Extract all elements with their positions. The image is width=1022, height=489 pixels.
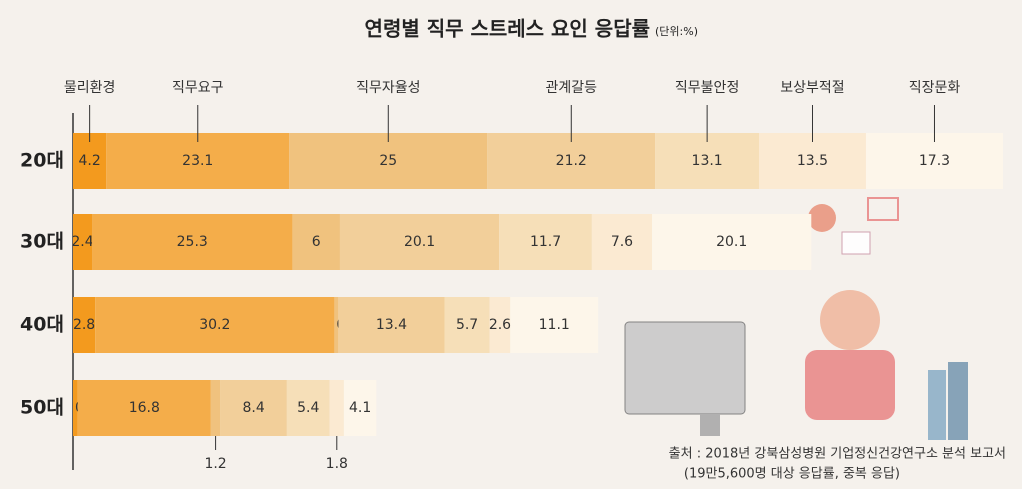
bar-segment — [286, 380, 330, 436]
bar-segment — [510, 297, 599, 353]
value-label: 11.1 — [539, 317, 570, 333]
legend-label: 물리환경 — [64, 80, 116, 96]
bar-segment — [73, 380, 78, 436]
bar-segment — [210, 380, 221, 436]
bar-segment — [329, 380, 344, 436]
chart-icon — [867, 197, 899, 221]
y-tick-label: 40대 — [20, 314, 64, 336]
value-label: 20.1 — [404, 234, 435, 250]
bar-segment — [499, 214, 592, 270]
legend-label: 관계갈등 — [546, 80, 598, 96]
value-label: 2.8 — [73, 317, 95, 333]
source-note: 출처 : 2018년 강북삼성병원 기업정신건강연구소 분석 보고서 — [669, 447, 1006, 462]
value-label: 13.4 — [376, 317, 407, 333]
value-label: 1.8 — [326, 456, 348, 472]
person — [820, 290, 880, 350]
bar-segment — [289, 133, 488, 189]
bar-segment — [73, 214, 93, 270]
bar-segment — [865, 133, 1003, 189]
value-label: 8.4 — [242, 400, 264, 416]
monitor — [624, 321, 746, 415]
bar-segment — [343, 380, 377, 436]
value-label: 17.3 — [919, 153, 950, 169]
bar-segment — [591, 214, 653, 270]
bar-segment — [292, 214, 340, 270]
legend-label: 직장문화 — [909, 80, 961, 96]
value-label: 20.1 — [716, 234, 747, 250]
bar-segment — [334, 297, 339, 353]
value-label: 23.1 — [182, 153, 213, 169]
value-label: 13.1 — [692, 153, 723, 169]
value-label: 6 — [312, 234, 321, 250]
value-label: 11.7 — [530, 234, 561, 250]
value-label: 30.2 — [199, 317, 230, 333]
value-label: 4.2 — [79, 153, 101, 169]
value-label: 5.7 — [456, 317, 478, 333]
value-label: 5.4 — [297, 400, 319, 416]
bar-segment — [95, 297, 335, 353]
legend-label: 직무불안정 — [675, 80, 739, 96]
bar-segment — [489, 297, 511, 353]
person — [805, 350, 895, 420]
legend-label: 보상부적절 — [780, 80, 844, 96]
bar-segment — [73, 297, 96, 353]
source-note: (19만5,600명 대상 응답률, 중복 응답) — [684, 467, 900, 482]
bar-segment — [338, 297, 445, 353]
legend-label: 직무자율성 — [356, 80, 420, 96]
paper-icon — [841, 231, 871, 255]
value-label: 2.6 — [489, 317, 511, 333]
binder — [948, 362, 968, 440]
value-label: 1.2 — [204, 456, 226, 472]
value-label: 25.3 — [177, 234, 208, 250]
bar-segment — [106, 133, 290, 189]
value-label: 7.6 — [611, 234, 633, 250]
bar-segment — [339, 214, 500, 270]
bar-segment — [73, 133, 107, 189]
y-tick-label: 50대 — [20, 397, 64, 419]
illustration — [624, 197, 968, 440]
bar-segment — [652, 214, 812, 270]
y-tick-label: 20대 — [20, 150, 64, 172]
value-label: 16.8 — [129, 400, 160, 416]
binder — [928, 370, 946, 440]
bar-segment — [655, 133, 760, 189]
value-label: 21.2 — [556, 153, 587, 169]
chart-subtitle: (단위:%) — [655, 25, 698, 38]
bar-segment — [487, 133, 656, 189]
value-label: 2.4 — [71, 234, 93, 250]
value-label: 13.5 — [797, 153, 828, 169]
chart-title: 연령별 직무 스트레스 요인 응답률 — [365, 17, 650, 41]
value-label: 4.1 — [349, 400, 371, 416]
pie-icon — [808, 204, 836, 232]
bar-segment — [220, 380, 287, 436]
value-label: 25 — [379, 153, 397, 169]
bar-segment — [759, 133, 866, 189]
bar-segment — [77, 380, 211, 436]
bar-segment — [92, 214, 293, 270]
y-tick-label: 30대 — [20, 231, 64, 253]
monitor-stand — [700, 414, 720, 436]
legend-label: 직무요구 — [172, 80, 224, 96]
bar-segment — [444, 297, 490, 353]
